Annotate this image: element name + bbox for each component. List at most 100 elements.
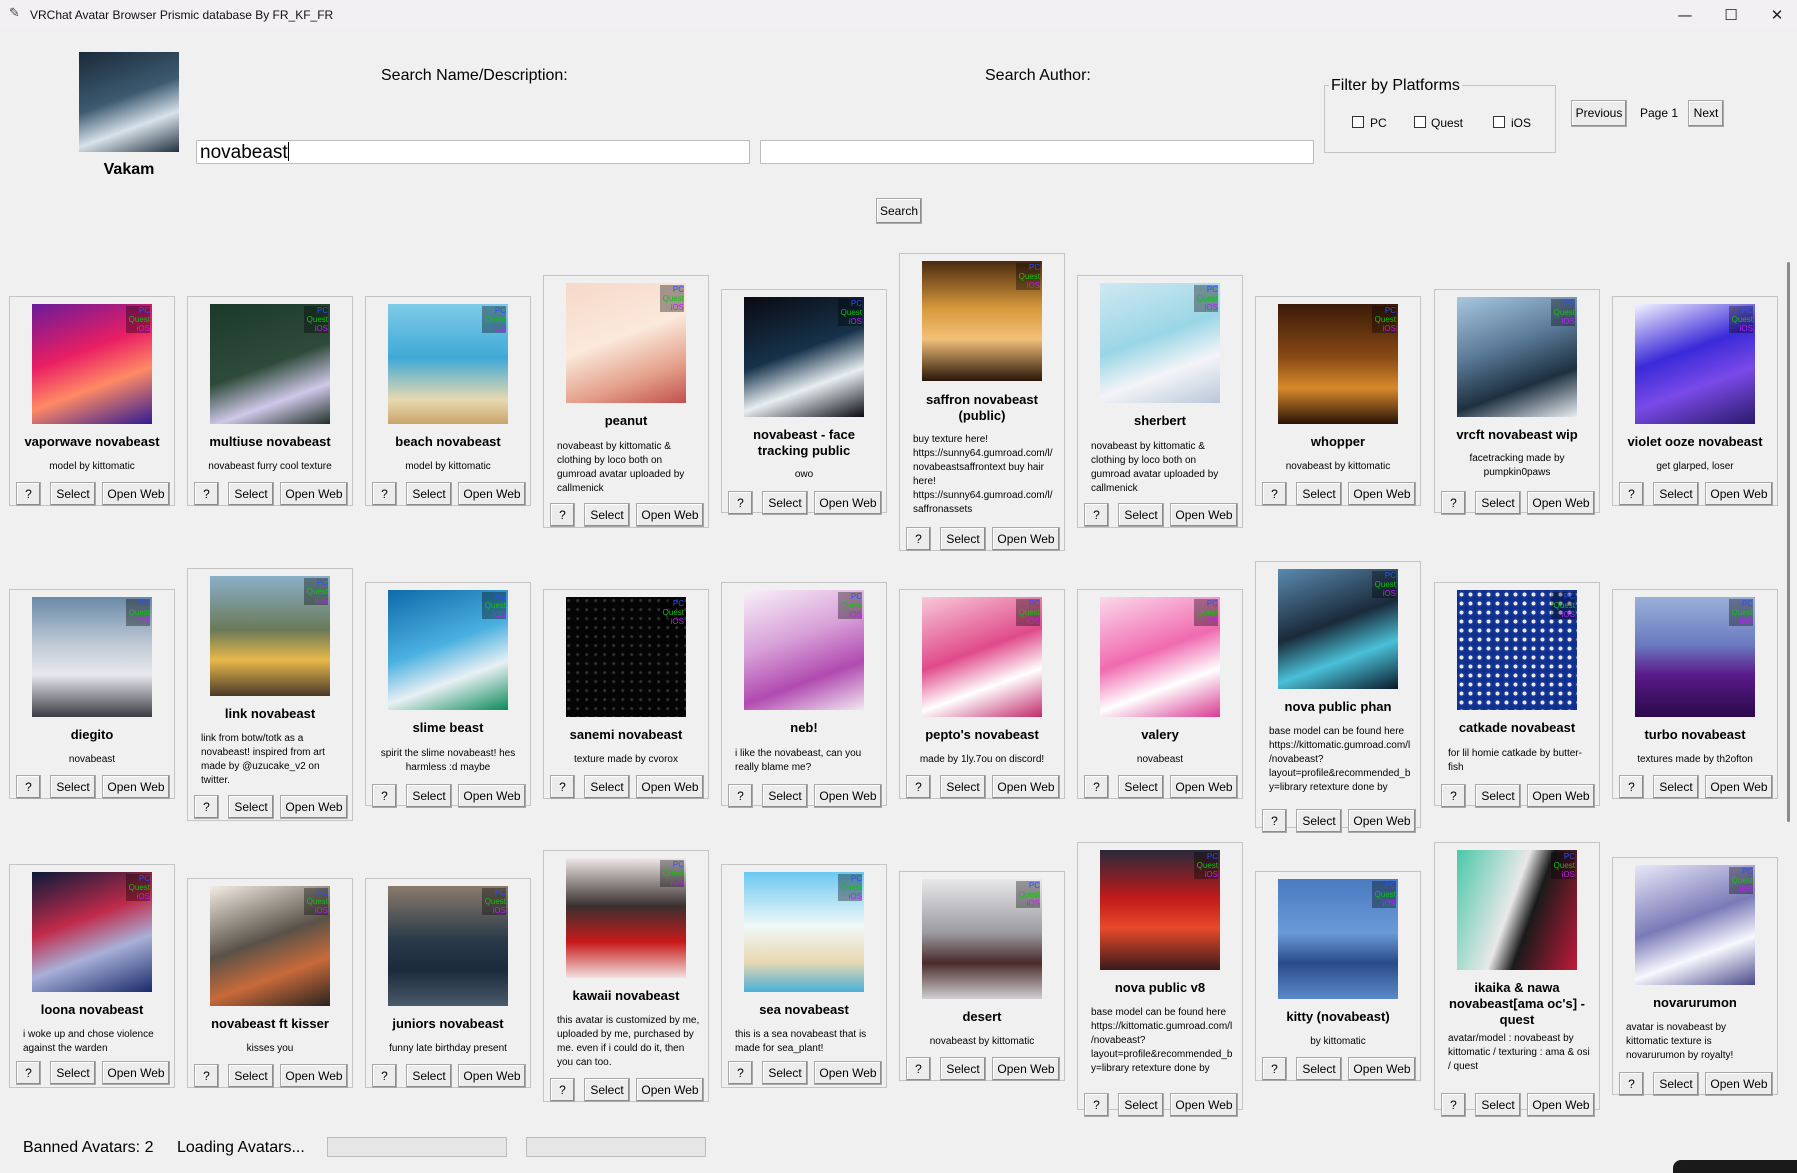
help-button[interactable]: ? (728, 784, 753, 808)
help-button[interactable]: ? (1619, 482, 1644, 506)
help-button[interactable]: ? (372, 1064, 397, 1088)
open-web-button[interactable]: Open Web (1170, 1093, 1238, 1117)
open-web-button[interactable]: Open Web (1170, 503, 1238, 527)
ios-checkbox[interactable] (1493, 116, 1505, 128)
help-button[interactable]: ? (194, 795, 219, 819)
help-button[interactable]: ? (194, 1064, 219, 1088)
select-button[interactable]: Select (1653, 775, 1699, 799)
select-button[interactable]: Select (762, 491, 808, 515)
select-button[interactable]: Select (50, 482, 96, 506)
select-button[interactable]: Select (762, 784, 808, 808)
open-web-button[interactable]: Open Web (458, 1064, 526, 1088)
open-web-button[interactable]: Open Web (636, 1078, 704, 1102)
open-web-button[interactable]: Open Web (992, 775, 1060, 799)
help-button[interactable]: ? (906, 1057, 931, 1081)
close-button[interactable]: ✕ (1770, 6, 1784, 24)
select-button[interactable]: Select (1296, 809, 1342, 833)
select-button[interactable]: Select (940, 1057, 986, 1081)
help-button[interactable]: ? (16, 1061, 41, 1085)
select-button[interactable]: Select (406, 784, 452, 808)
open-web-button[interactable]: Open Web (1705, 482, 1773, 506)
help-button[interactable]: ? (372, 784, 397, 808)
help-button[interactable]: ? (906, 527, 931, 551)
help-button[interactable]: ? (906, 775, 931, 799)
help-button[interactable]: ? (1619, 775, 1644, 799)
open-web-button[interactable]: Open Web (1527, 1093, 1595, 1117)
help-button[interactable]: ? (550, 503, 575, 527)
help-button[interactable]: ? (728, 1061, 753, 1085)
help-button[interactable]: ? (1441, 784, 1466, 808)
select-button[interactable]: Select (940, 775, 986, 799)
help-button[interactable]: ? (1262, 482, 1287, 506)
search-button[interactable]: Search (876, 198, 922, 224)
select-button[interactable]: Select (1475, 1093, 1521, 1117)
select-button[interactable]: Select (1475, 784, 1521, 808)
help-button[interactable]: ? (16, 775, 41, 799)
help-button[interactable]: ? (16, 482, 41, 506)
quest-checkbox[interactable] (1414, 116, 1426, 128)
open-web-button[interactable]: Open Web (1527, 784, 1595, 808)
help-button[interactable]: ? (1084, 503, 1109, 527)
minimize-button[interactable]: — (1677, 6, 1693, 24)
next-button[interactable]: Next (1688, 100, 1724, 127)
select-button[interactable]: Select (1118, 503, 1164, 527)
open-web-button[interactable]: Open Web (102, 775, 170, 799)
maximize-button[interactable]: ☐ (1724, 6, 1738, 24)
open-web-button[interactable]: Open Web (280, 482, 348, 506)
select-button[interactable]: Select (1653, 482, 1699, 506)
open-web-button[interactable]: Open Web (814, 784, 882, 808)
select-button[interactable]: Select (762, 1061, 808, 1085)
help-button[interactable]: ? (1084, 1093, 1109, 1117)
open-web-button[interactable]: Open Web (1348, 809, 1416, 833)
pc-checkbox[interactable] (1352, 116, 1364, 128)
open-web-button[interactable]: Open Web (458, 784, 526, 808)
search-name-input[interactable]: novabeast (196, 140, 750, 164)
select-button[interactable]: Select (584, 503, 630, 527)
open-web-button[interactable]: Open Web (814, 491, 882, 515)
help-button[interactable]: ? (372, 482, 397, 506)
open-web-button[interactable]: Open Web (992, 527, 1060, 551)
select-button[interactable]: Select (1118, 1093, 1164, 1117)
select-button[interactable]: Select (1118, 775, 1164, 799)
select-button[interactable]: Select (228, 1064, 274, 1088)
help-button[interactable]: ? (1262, 1057, 1287, 1081)
open-web-button[interactable]: Open Web (992, 1057, 1060, 1081)
open-web-button[interactable]: Open Web (280, 1064, 348, 1088)
open-web-button[interactable]: Open Web (636, 775, 704, 799)
select-button[interactable]: Select (1296, 1057, 1342, 1081)
select-button[interactable]: Select (940, 527, 986, 551)
help-button[interactable]: ? (1441, 491, 1466, 515)
open-web-button[interactable]: Open Web (636, 503, 704, 527)
open-web-button[interactable]: Open Web (1348, 482, 1416, 506)
open-web-button[interactable]: Open Web (1348, 1057, 1416, 1081)
open-web-button[interactable]: Open Web (102, 1061, 170, 1085)
open-web-button[interactable]: Open Web (1705, 775, 1773, 799)
help-button[interactable]: ? (1084, 775, 1109, 799)
open-web-button[interactable]: Open Web (814, 1061, 882, 1085)
search-author-input[interactable] (760, 140, 1314, 164)
select-button[interactable]: Select (1296, 482, 1342, 506)
open-web-button[interactable]: Open Web (1705, 1072, 1773, 1096)
help-button[interactable]: ? (550, 1078, 575, 1102)
select-button[interactable]: Select (406, 482, 452, 506)
select-button[interactable]: Select (50, 775, 96, 799)
previous-button[interactable]: Previous (1571, 100, 1627, 127)
select-button[interactable]: Select (1653, 1072, 1699, 1096)
help-button[interactable]: ? (550, 775, 575, 799)
help-button[interactable]: ? (1262, 809, 1287, 833)
open-web-button[interactable]: Open Web (1170, 775, 1238, 799)
open-web-button[interactable]: Open Web (280, 795, 348, 819)
help-button[interactable]: ? (728, 491, 753, 515)
vertical-scrollbar[interactable] (1787, 262, 1790, 822)
help-button[interactable]: ? (194, 482, 219, 506)
select-button[interactable]: Select (228, 795, 274, 819)
select-button[interactable]: Select (50, 1061, 96, 1085)
select-button[interactable]: Select (1475, 491, 1521, 515)
open-web-button[interactable]: Open Web (1527, 491, 1595, 515)
select-button[interactable]: Select (228, 482, 274, 506)
select-button[interactable]: Select (406, 1064, 452, 1088)
open-web-button[interactable]: Open Web (458, 482, 526, 506)
select-button[interactable]: Select (584, 775, 630, 799)
help-button[interactable]: ? (1441, 1093, 1466, 1117)
help-button[interactable]: ? (1619, 1072, 1644, 1096)
